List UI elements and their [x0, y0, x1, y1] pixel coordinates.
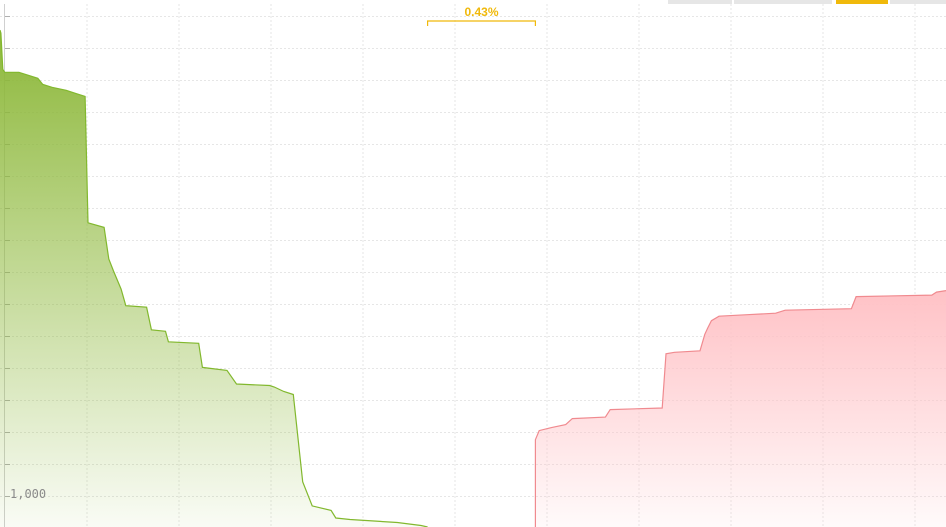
- spread-bracket: [427, 20, 536, 26]
- range-tab-3[interactable]: [836, 0, 888, 4]
- range-tab-4[interactable]: [890, 0, 946, 4]
- ask-depth-line: [534, 290, 946, 527]
- spread-percentage-label: 0.43%: [464, 5, 498, 19]
- range-tab-1[interactable]: [668, 0, 732, 4]
- bid-depth-area: [0, 30, 428, 527]
- bid-depth-line: [0, 29, 428, 527]
- spread-marker: 0.43%: [427, 5, 536, 26]
- ask-depth-area: [535, 290, 946, 527]
- range-tab-bar: [668, 0, 946, 4]
- y-tick-label: 1,000: [10, 487, 46, 501]
- range-tab-2[interactable]: [734, 0, 832, 4]
